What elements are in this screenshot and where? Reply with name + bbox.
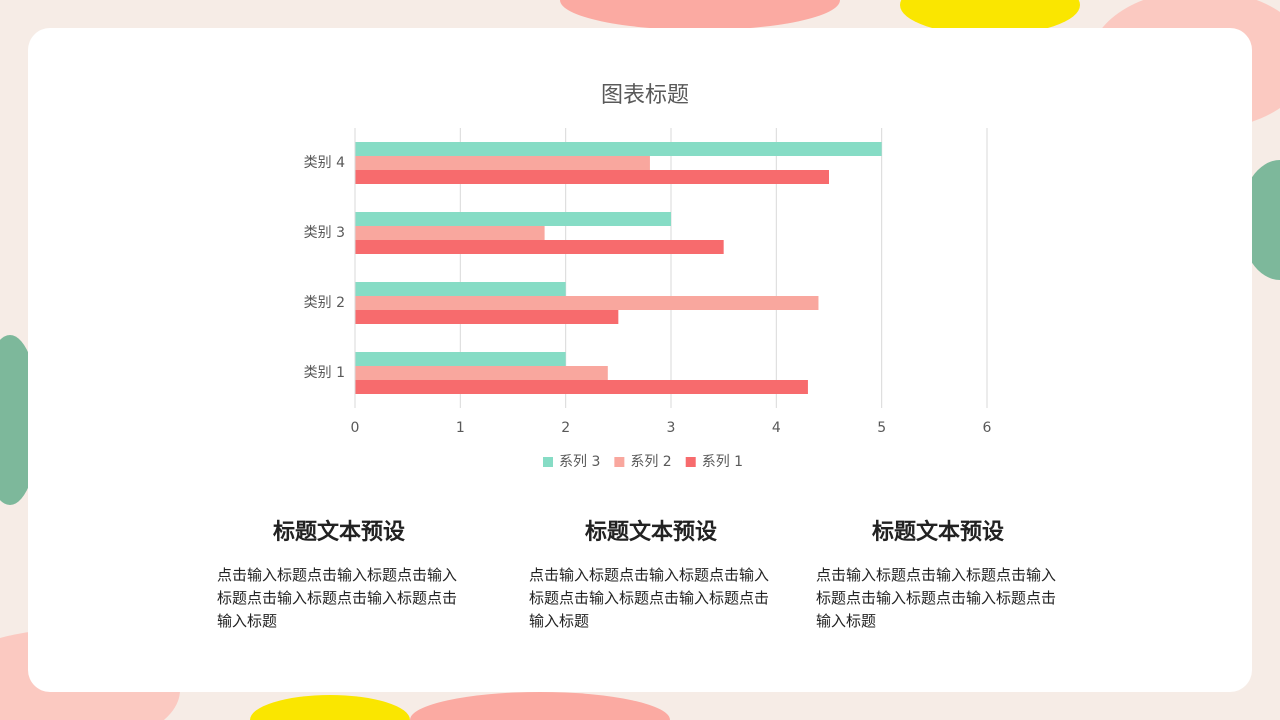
content-card xyxy=(28,28,1252,692)
bar xyxy=(355,296,819,310)
x-tick-label: 5 xyxy=(877,420,886,436)
x-tick-label: 0 xyxy=(351,420,360,436)
legend-label: 系列 2 xyxy=(630,454,671,470)
section-body: 点击输入标题点击输入标题点击输入标题点击输入标题点击输入标题点击输入标题 xyxy=(816,566,1057,630)
section-body: 点击输入标题点击输入标题点击输入标题点击输入标题点击输入标题点击输入标题 xyxy=(217,566,458,630)
chart-title: 图表标题 xyxy=(601,83,689,108)
legend-swatch xyxy=(614,457,625,467)
y-tick-label: 类别 1 xyxy=(304,365,345,381)
blob xyxy=(250,695,410,720)
chart: 图表标题 0 1 2 3 4 5 6 类别 1 类别 2 类别 3 类别 4 系列 3 系列 2 系列 1 xyxy=(304,83,992,470)
blob xyxy=(410,692,670,720)
legend-swatch xyxy=(543,457,553,467)
x-tick-label: 3 xyxy=(667,420,676,436)
x-tick-label: 6 xyxy=(983,420,992,436)
text-section: 标题文本预设 点击输入标题点击输入标题点击输入标题点击输入标题点击输入标题点击输… xyxy=(217,514,461,633)
x-tick-label: 4 xyxy=(772,420,781,436)
bar xyxy=(355,352,566,366)
bar xyxy=(355,226,545,240)
bar xyxy=(355,366,608,380)
bar xyxy=(355,240,724,254)
legend-swatch xyxy=(685,457,696,467)
blob xyxy=(900,0,1080,35)
legend-label: 系列 1 xyxy=(702,454,743,470)
x-tick-label: 2 xyxy=(561,420,570,436)
section-body: 点击输入标题点击输入标题点击输入标题点击输入标题点击输入标题点击输入标题 xyxy=(529,566,770,630)
bar xyxy=(355,156,650,170)
section-title: 标题文本预设 xyxy=(871,519,1004,545)
y-tick-label: 类别 4 xyxy=(304,155,345,171)
section-title: 标题文本预设 xyxy=(272,519,405,545)
section-title: 标题文本预设 xyxy=(584,519,717,545)
bar xyxy=(355,212,671,226)
bar xyxy=(355,310,619,324)
x-tick-label: 1 xyxy=(456,420,465,436)
bar xyxy=(355,282,566,296)
blob xyxy=(560,0,840,30)
bar xyxy=(355,170,829,184)
bar xyxy=(355,380,808,394)
y-tick-label: 类别 2 xyxy=(304,295,345,311)
text-section: 标题文本预设 点击输入标题点击输入标题点击输入标题点击输入标题点击输入标题点击输… xyxy=(816,514,1060,633)
legend-label: 系列 3 xyxy=(559,454,600,470)
bar xyxy=(355,142,882,156)
text-section: 标题文本预设 点击输入标题点击输入标题点击输入标题点击输入标题点击输入标题点击输… xyxy=(529,514,773,633)
y-tick-label: 类别 3 xyxy=(304,225,345,241)
